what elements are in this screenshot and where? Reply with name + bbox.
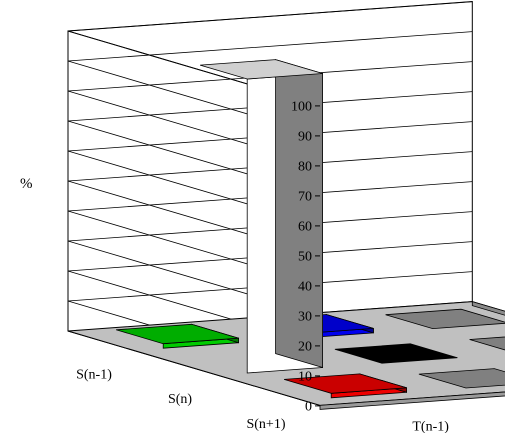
bar-s(n)-t(n) (334, 343, 458, 364)
bar-s(n-1)-t(n-1) (115, 323, 240, 349)
gridline (67, 1, 473, 106)
s-axis-label: S(n) (168, 392, 192, 407)
bar-s(n)-t(n-1) (199, 59, 324, 374)
y-tick-label: 80 (298, 159, 312, 174)
bar-flat-tile (334, 343, 458, 364)
y-tick-label: 40 (298, 279, 312, 294)
floor-edge-front (319, 391, 505, 410)
bar-top-face (115, 323, 239, 345)
t-axis-label: T(n-1) (412, 420, 449, 433)
y-tick-label: 50 (298, 249, 312, 264)
bar-top-face (199, 59, 323, 80)
bar-flat-tile (418, 368, 505, 389)
bar-flat-tile (469, 336, 505, 351)
s-axis-label: S(n+1) (246, 417, 285, 432)
y-tick-label: 30 (298, 309, 312, 324)
chart-bars (115, 59, 505, 399)
s-axis-label: S(n-1) (76, 367, 112, 382)
bar-flat-tile (385, 308, 505, 330)
gridline (67, 91, 473, 196)
y-tick-label: 70 (298, 189, 312, 204)
y-tick-label: 100 (291, 99, 312, 114)
y-tick-label: 90 (298, 129, 312, 144)
gridline (67, 151, 473, 256)
gridline (67, 31, 473, 136)
gridline (67, 181, 473, 286)
y-axis-label: % (20, 176, 33, 192)
bar-top-face (283, 373, 407, 394)
bar-s(n+1)-t(n) (418, 368, 505, 389)
bar-s(n+1)-t(n-1) (283, 373, 408, 399)
y-tick-label: 0 (305, 399, 312, 414)
bar-s(n-1)-t(n+1) (385, 308, 505, 330)
y-tick-label: 20 (298, 339, 312, 354)
gridline (67, 61, 473, 166)
category-axis-labels: S(n-1)S(n)S(n+1)T(n-1)T(n)T(n+1) (76, 367, 449, 433)
y-tick-label: 60 (298, 219, 312, 234)
y-axis-ticks: 0 10 20 30 40 50 60 70 80 90 100 (291, 99, 320, 414)
y-tick-label: 10 (298, 369, 312, 384)
gridline (67, 121, 473, 226)
floor-edge-right (471, 301, 505, 316)
bar-s(n)-t(n+1) (469, 336, 505, 351)
gridline (67, 211, 473, 316)
